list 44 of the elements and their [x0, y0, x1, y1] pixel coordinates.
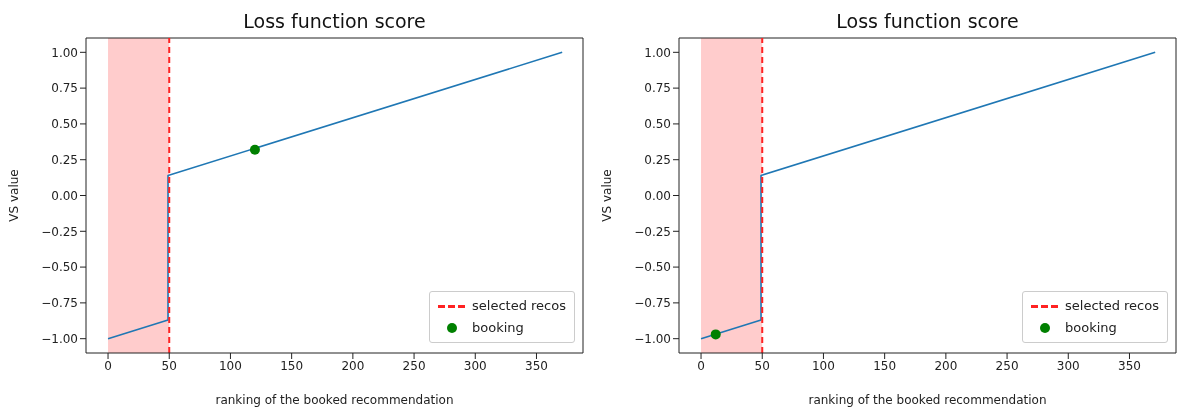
chart-title: Loss function score [835, 10, 1020, 32]
x-tick-label: 0 [104, 358, 112, 373]
x-tick-label: 50 [754, 358, 770, 373]
y-tick-label: −0.50 [634, 260, 671, 275]
x-axis-title: ranking of the booked recommendation [215, 393, 454, 407]
y-tick-label: −0.50 [41, 260, 78, 275]
chart-title: Loss function score [242, 10, 427, 32]
y-tick-label: −1.00 [41, 331, 78, 346]
y-tick-label: 0.00 [644, 188, 671, 203]
x-axis-title: ranking of the booked recommendation [808, 393, 1047, 407]
x-tick-label: 0 [697, 358, 705, 373]
y-tick-label: 0.25 [644, 152, 671, 167]
y-tick-label: 0.50 [644, 117, 671, 132]
x-tick-label: 300 [1056, 358, 1080, 373]
y-tick-label: 0.50 [51, 117, 78, 132]
y-tick-label: 0.75 [644, 81, 671, 96]
y-tick-label: −0.25 [634, 224, 671, 239]
legend-label: booking [1065, 319, 1117, 337]
y-tick-label: −0.75 [41, 296, 78, 311]
x-tick-label: 150 [873, 358, 897, 373]
x-tick-label: 300 [463, 358, 487, 373]
legend-label: selected recos [1065, 297, 1159, 315]
x-tick-label: 150 [280, 358, 304, 373]
x-tick-label: 200 [934, 358, 958, 373]
legend-label: selected recos [472, 297, 566, 315]
y-tick-label: 1.00 [644, 45, 671, 60]
x-tick-label: 200 [341, 358, 365, 373]
y-axis-title: VS value [7, 169, 22, 222]
y-tick-label: −0.75 [634, 296, 671, 311]
legend-label: booking [472, 319, 524, 337]
x-tick-label: 100 [812, 358, 835, 373]
y-axis-title: VS value [600, 169, 615, 222]
y-tick-label: −0.25 [41, 224, 78, 239]
x-tick-label: 350 [1118, 358, 1141, 373]
x-tick-label: 100 [219, 358, 242, 373]
y-tick-label: −1.00 [634, 331, 671, 346]
x-tick-label: 350 [525, 358, 548, 373]
x-tick-label: 250 [995, 358, 1019, 373]
y-tick-label: 0.25 [51, 152, 78, 167]
x-tick-label: 250 [402, 358, 426, 373]
x-tick-label: 50 [161, 358, 177, 373]
y-tick-label: 0.75 [51, 81, 78, 96]
y-tick-label: 0.00 [51, 188, 78, 203]
y-tick-label: 1.00 [51, 45, 78, 60]
